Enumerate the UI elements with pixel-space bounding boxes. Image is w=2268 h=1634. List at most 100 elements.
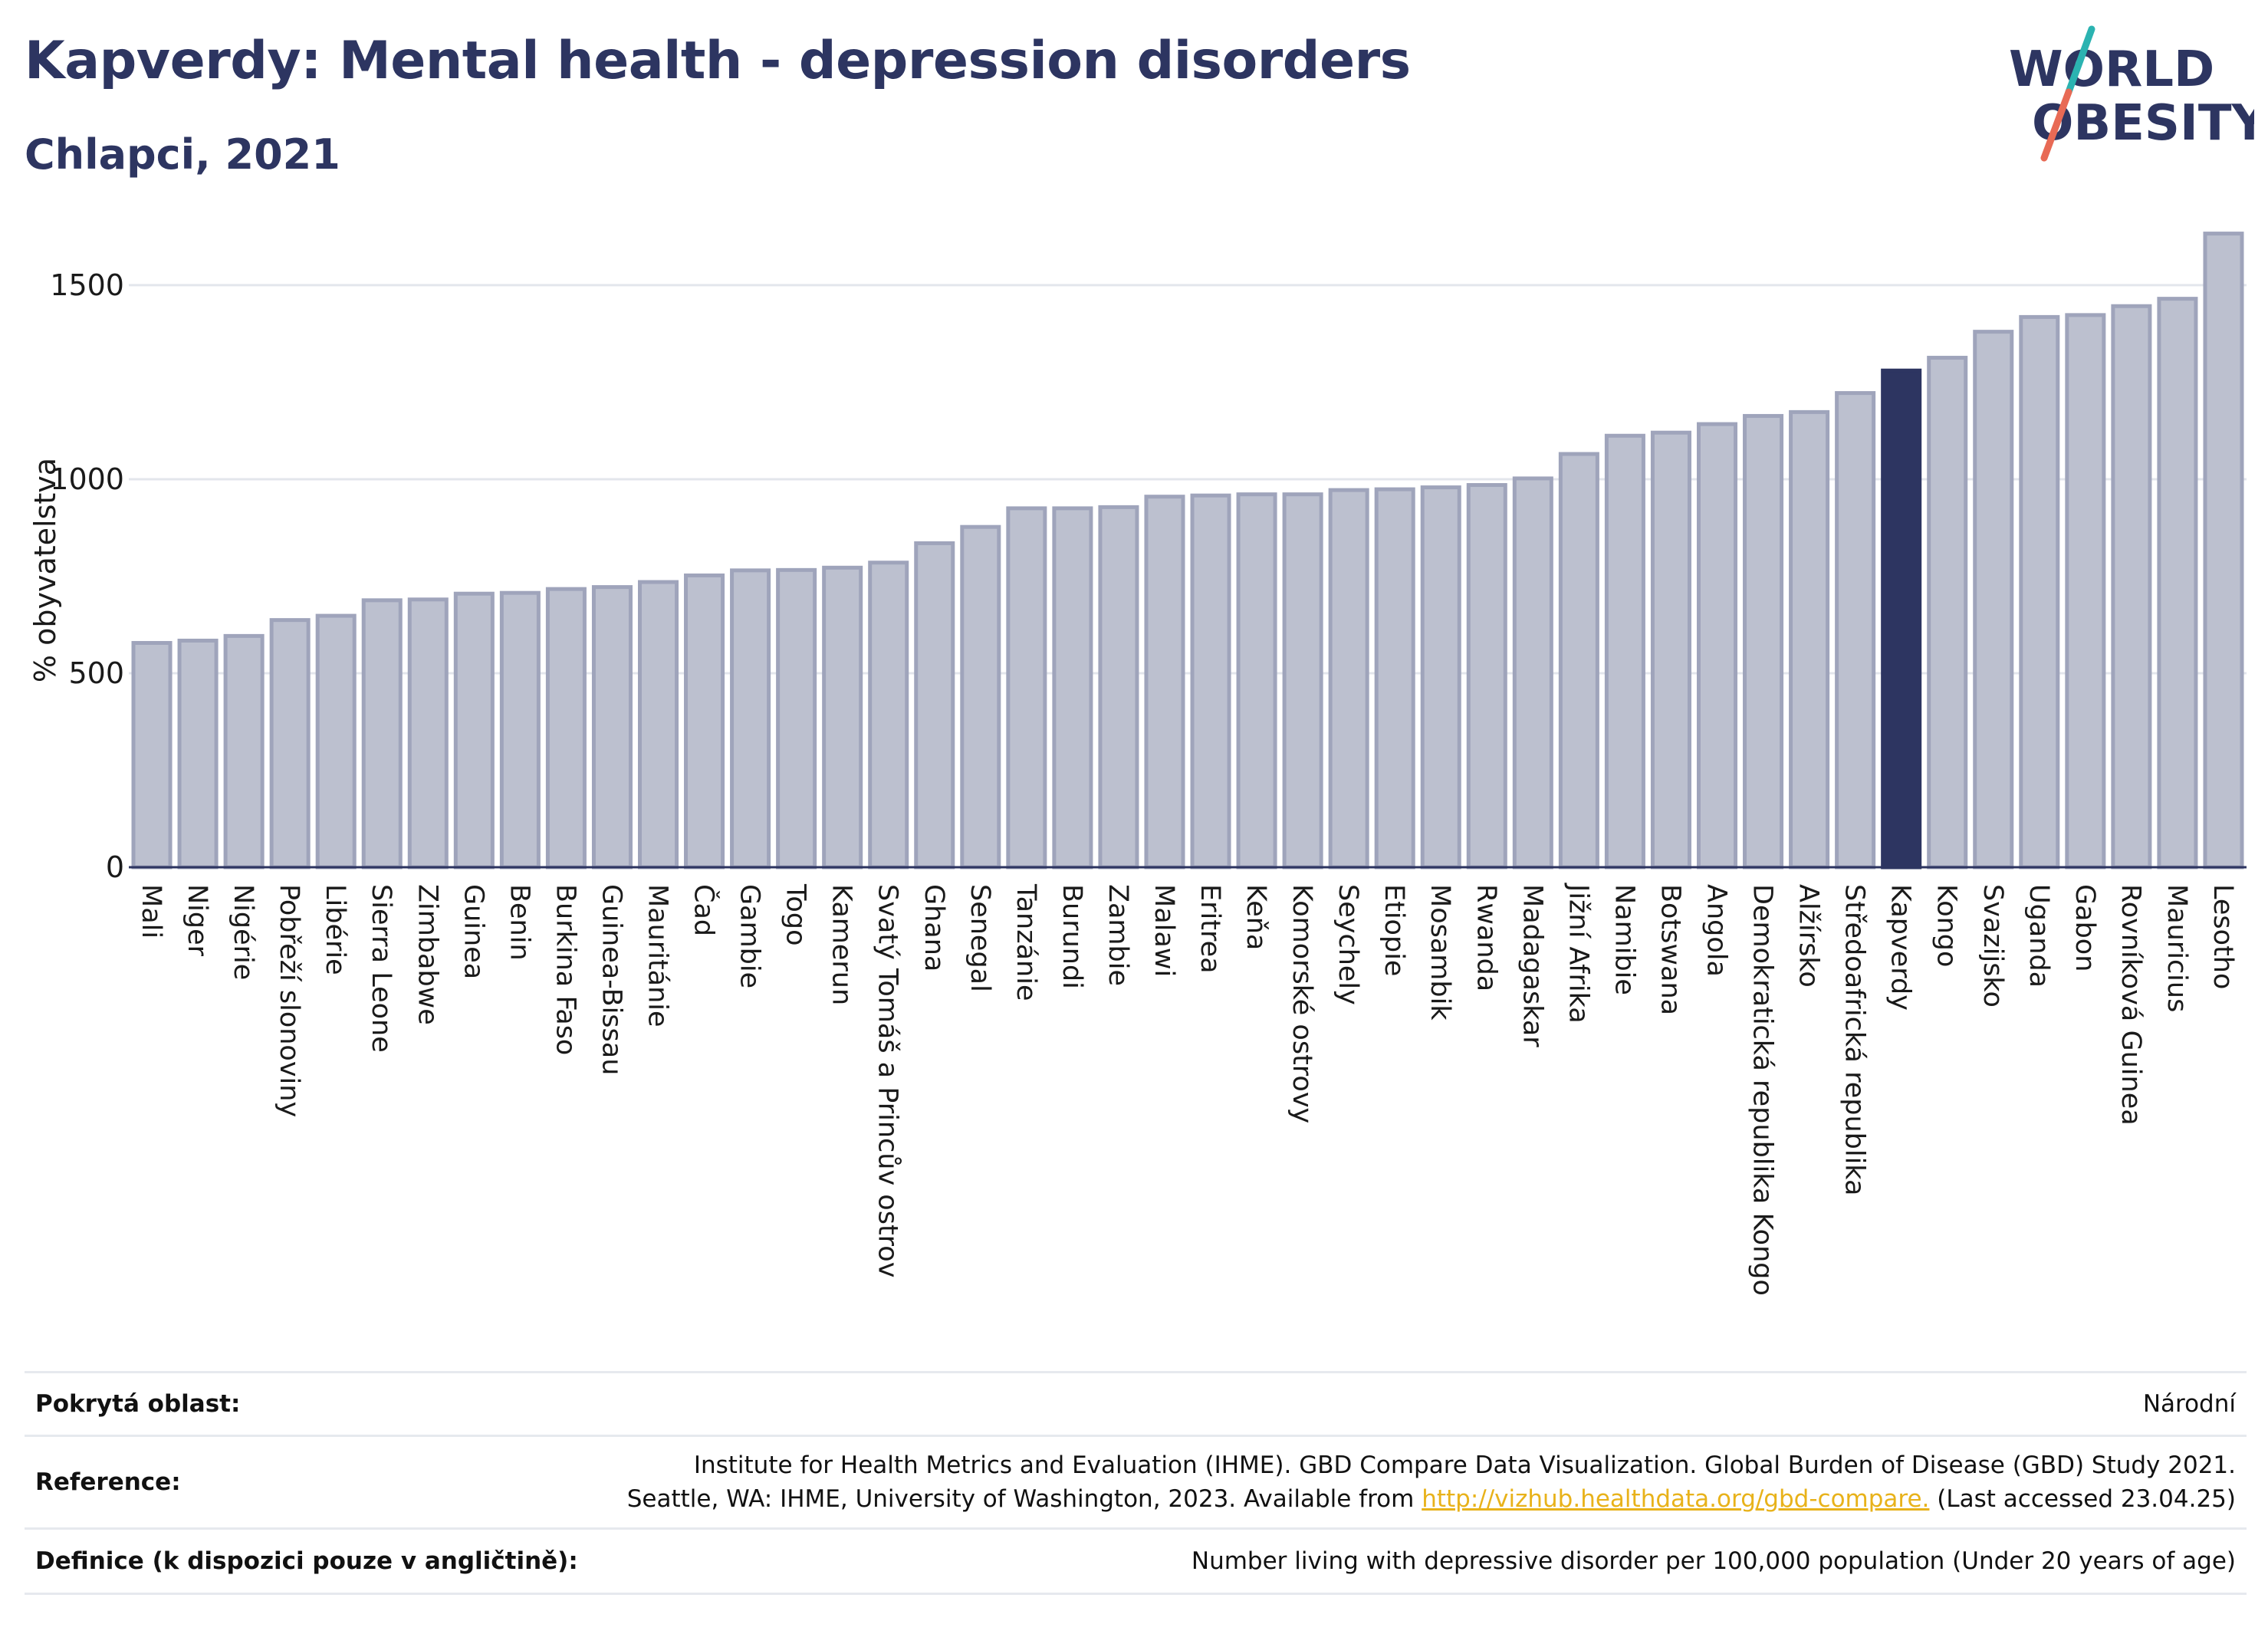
bar-mali[interactable] [131,640,173,870]
bar-kapverdy[interactable] [1881,368,1922,870]
bar-guinea-bissau[interactable] [591,585,633,870]
x-tick-label: Komorské ostrovy [1287,884,1317,1123]
bar-malawi[interactable] [1144,495,1185,870]
x-tick-label: Kongo [1931,884,1962,967]
x-tick-label: Mauritánie [643,884,673,1027]
reference-line2-pre: Seattle, WA: IHME, University of Washing… [626,1485,1422,1513]
x-tick-label: Libérie [320,884,350,975]
definition-value: Number living with depressive disorder p… [1191,1547,2236,1575]
bar-uganda[interactable] [2019,314,2060,870]
bar-togo[interactable] [776,567,817,870]
world-obesity-logo: WORLD OBESITY [2009,25,2254,162]
x-tick-label: Gabon [2069,884,2100,972]
bar-guinea[interactable] [453,591,495,870]
x-tick-label: Eritrea [1195,884,1225,974]
bar-gambie[interactable] [730,568,771,870]
x-tick-label: Malawi [1149,884,1179,977]
bar-namibie[interactable] [1604,433,1645,870]
logo-slash-teal [2065,25,2095,96]
logo-text-world: WORLD [2009,41,2214,98]
bar-burkina-faso[interactable] [545,587,587,870]
x-tick-label: Alžírsko [1793,884,1824,988]
bar-benin[interactable] [499,590,541,870]
bar-zimbabwe[interactable] [407,597,449,870]
x-tick-label: Gambie [735,884,765,988]
bar-svazijsko[interactable] [1973,330,2014,870]
bar-botswana[interactable] [1650,430,1691,870]
x-tick-label: Madagaskar [1517,884,1547,1047]
y-axis-title: % obyvatelstva [28,458,62,682]
y-tick-label: 1500 [50,268,124,302]
x-tick-label: Burkina Faso [550,884,580,1055]
bar-pobřeží-slonoviny[interactable] [269,618,311,870]
bar-libérie[interactable] [315,613,357,870]
reference-line1: Institute for Health Metrics and Evaluat… [693,1452,2236,1479]
reference-line2-post: (Last accessed 23.04.25) [1929,1485,2236,1513]
x-tick-label: Namibie [1609,884,1639,995]
bar-svatý-tomáš-a-princův-ostrov[interactable] [868,561,909,870]
logo-slash-coral [2040,88,2072,162]
x-tick-label: Togo [781,883,811,945]
x-tick-label: Pobřeží slonoviny [274,884,304,1117]
bar-středoafrická-republika[interactable] [1835,391,1876,870]
x-tick-label: Jižní Afrika [1563,883,1593,1024]
bar-lesotho[interactable] [2203,232,2244,870]
chart-subtitle: Chlapci, 2021 [25,130,340,179]
coverage-label: Pokrytá oblast: [35,1390,241,1418]
bar-eritrea[interactable] [1190,493,1231,870]
bar-madagaskar[interactable] [1512,476,1553,870]
bar-seychely[interactable] [1328,488,1369,870]
x-tick-label: Angola [1701,884,1732,977]
x-tick-label: Guinea [458,884,488,979]
bar-jižní-afrika[interactable] [1558,452,1599,870]
bar-komorské-ostrovy[interactable] [1282,492,1323,870]
bar-gabon[interactable] [2065,313,2106,870]
x-tick-label: Botswana [1655,884,1685,1015]
bar-etiopie[interactable] [1374,487,1415,870]
bar-alžírsko[interactable] [1789,409,1830,870]
x-tick-label: Nigérie [228,884,258,980]
x-tick-label: Zambie [1103,884,1133,986]
bar-mauricius[interactable] [2157,297,2198,870]
bar-niger[interactable] [177,638,219,870]
x-tick-label: Tanzánie [1011,883,1041,1001]
definition-label: Definice (k dispozici pouze v angličtině… [35,1547,578,1575]
bars [131,232,2244,870]
x-tick-label: Mali [136,884,166,939]
bar-nigérie[interactable] [223,633,265,870]
x-tick-label: Sierra Leone [366,884,396,1053]
bar-ghana[interactable] [914,541,955,870]
bar-senegal[interactable] [960,524,1001,870]
bar-tanzánie[interactable] [1006,506,1047,870]
bar-keňa[interactable] [1236,492,1277,870]
logo-text-obesity: OBESITY [2032,95,2254,152]
x-tick-labels: Mali Niger Nigérie Pobřeží slonoviny Libérie… [136,883,2238,1296]
info-row-coverage: Pokrytá oblast: Národní [25,1371,2247,1435]
bar-kongo[interactable] [1927,356,1968,870]
bar-rovníková-guinea[interactable] [2111,304,2152,870]
x-tick-label: Mosambik [1425,884,1455,1021]
bar-mosambik[interactable] [1420,485,1461,870]
x-tick-label: Seychely [1333,884,1363,1005]
x-tick-label: Mauricius [2161,884,2192,1012]
bar-demokratická-republika-kongo[interactable] [1743,413,1784,870]
y-tick-label: 500 [68,656,124,690]
bar-angola[interactable] [1696,422,1738,870]
x-tick-label: Zimbabwe [412,884,442,1025]
bar-rwanda[interactable] [1466,483,1507,870]
bar-chart: 0 500 1000 1500 Mali Niger Nigérie Pobřeží slo… [28,232,2247,1296]
bar-kamerun[interactable] [822,565,863,870]
bar-sierra-leone[interactable] [361,598,403,870]
bar-zambie[interactable] [1098,505,1139,870]
x-tick-label: Uganda [2023,884,2054,988]
bar-burundi[interactable] [1052,506,1093,870]
x-tick-label: Demokratická republika Kongo [1747,884,1778,1296]
reference-link[interactable]: http://vizhub.healthdata.org/gbd-compare… [1422,1485,1930,1513]
x-tick-label: Lesotho [2207,884,2238,989]
y-tick-label: 1000 [50,462,124,496]
bar-čad[interactable] [684,573,725,870]
bar-mauritánie[interactable] [637,580,679,870]
coverage-value: Národní [2142,1390,2236,1418]
reference-label: Reference: [35,1468,181,1496]
x-tick-label: Středoafrická republika [1839,884,1870,1195]
